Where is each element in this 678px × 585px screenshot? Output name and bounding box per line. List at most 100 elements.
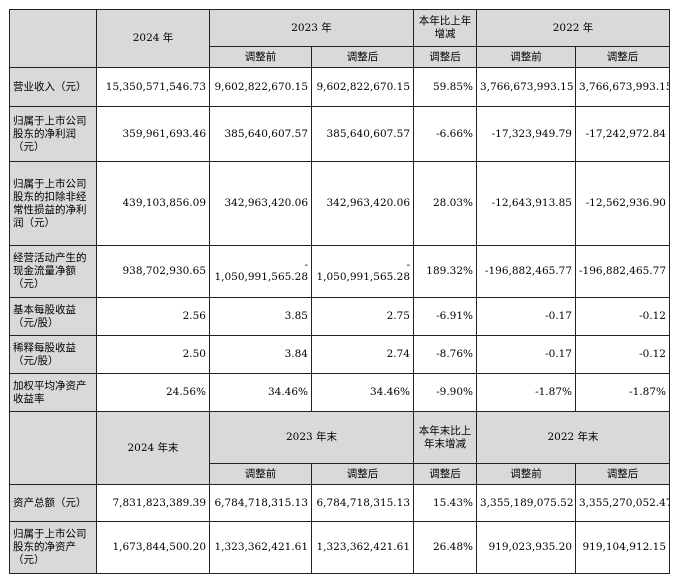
cell-2023-before: 6,784,718,315.13 <box>209 484 312 522</box>
cell-2023-before: 9,602,822,670.15 <box>209 67 312 107</box>
header-2023-after: 调整后 <box>311 463 414 485</box>
cell-2022-after: -1.87% <box>575 373 670 412</box>
row-label: 归属于上市公司股东的扣除非经常性损益的净利润（元） <box>9 161 97 246</box>
cell-2023-before: 3.84 <box>209 335 312 374</box>
cell-2022-before: -0.17 <box>476 335 576 374</box>
header-year-2024-end: 2024 年末 <box>96 411 210 485</box>
cell-change: 26.48% <box>413 521 477 574</box>
row-label: 资产总额（元） <box>9 484 97 522</box>
table-row: 资产总额（元） 7,831,823,389.39 6,784,718,315.1… <box>9 484 670 522</box>
cell-2022-after: -12,562,936.90 <box>575 161 670 246</box>
header-blank-cell <box>9 9 97 68</box>
header-2022-before: 调整前 <box>476 46 576 68</box>
cell-2024: 15,350,571,546.73 <box>96 67 210 107</box>
cell-2023-after: 1,323,362,421.61 <box>311 521 414 574</box>
cell-2022-after: 3,355,270,052.47 <box>575 484 670 522</box>
row-label: 稀释每股收益（元/股） <box>9 335 97 374</box>
cell-2022-before: -196,882,465.77 <box>476 245 576 298</box>
cell-2023-before: 342,963,420.06 <box>209 161 312 246</box>
header-blank-cell <box>9 411 97 485</box>
negative-sign: - <box>304 258 308 271</box>
header-2022-before: 调整前 <box>476 463 576 485</box>
header-2022-after: 调整后 <box>575 46 670 68</box>
table-row: 营业收入（元） 15,350,571,546.73 9,602,822,670.… <box>9 67 670 107</box>
header-change-after: 调整后 <box>413 463 477 485</box>
header-row-years-end: 2024 年末 2023 年末 本年末比上年末增减 2022 年末 <box>9 411 670 485</box>
cell-2024: 439,103,856.09 <box>96 161 210 246</box>
header-change-after: 调整后 <box>413 46 477 68</box>
cell-2023-after: - 1,050,991,565.28 <box>311 245 414 298</box>
cell-2022-after: 3,766,673,993.15 <box>575 67 670 107</box>
header-row-years: 2024 年 2023 年 本年比上年增减 2022 年 <box>9 9 670 68</box>
cell-2022-before: -12,643,913.85 <box>476 161 576 246</box>
header-year-2023-end: 2023 年末 <box>209 411 414 464</box>
header-year-2022: 2022 年 <box>476 9 670 47</box>
cell-2024: 2.56 <box>96 297 210 336</box>
cell-2024: 24.56% <box>96 373 210 412</box>
table-row: 归属于上市公司股东的净资产（元） 1,673,844,500.20 1,323,… <box>9 521 670 574</box>
cell-2022-before: 3,355,189,075.52 <box>476 484 576 522</box>
cell-2022-after: -196,882,465.77 <box>575 245 670 298</box>
table-row: 归属于上市公司股东的扣除非经常性损益的净利润（元） 439,103,856.09… <box>9 161 670 246</box>
cell-change: 28.03% <box>413 161 477 246</box>
cell-2023-before: - 1,050,991,565.28 <box>209 245 312 298</box>
header-2023-before: 调整前 <box>209 463 312 485</box>
cell-2024: 2.50 <box>96 335 210 374</box>
cell-2022-before: 3,766,673,993.15 <box>476 67 576 107</box>
cell-2024: 1,673,844,500.20 <box>96 521 210 574</box>
cell-2022-before: -1.87% <box>476 373 576 412</box>
header-year-2024: 2024 年 <box>96 9 210 68</box>
header-change: 本年比上年增减 <box>413 9 477 47</box>
table-row: 加权平均净资产收益率 24.56% 34.46% 34.46% -9.90% -… <box>9 373 670 412</box>
row-label: 归属于上市公司股东的净利润（元） <box>9 106 97 162</box>
table-row: 归属于上市公司股东的净利润（元） 359,961,693.46 385,640,… <box>9 106 670 162</box>
row-label: 加权平均净资产收益率 <box>9 373 97 412</box>
cell-2022-before: -0.17 <box>476 297 576 336</box>
table-row: 基本每股收益（元/股） 2.56 3.85 2.75 -6.91% -0.17 … <box>9 297 670 336</box>
cell-2023-after: 2.75 <box>311 297 414 336</box>
cell-2023-after: 9,602,822,670.15 <box>311 67 414 107</box>
cell-2023-after: 2.74 <box>311 335 414 374</box>
cell-2023-before: 1,323,362,421.61 <box>209 521 312 574</box>
cell-2022-after: 919,104,912.15 <box>575 521 670 574</box>
cell-2024: 7,831,823,389.39 <box>96 484 210 522</box>
cell-2022-after: -0.12 <box>575 297 670 336</box>
cell-2023-before: 385,640,607.57 <box>209 106 312 162</box>
row-label: 归属于上市公司股东的净资产（元） <box>9 521 97 574</box>
header-row-adjust: 调整前 调整后 调整后 调整前 调整后 <box>10 46 670 68</box>
cell-2022-after: -0.12 <box>575 335 670 374</box>
cell-2022-after: -17,242,972.84 <box>575 106 670 162</box>
table-row: 经营活动产生的现金流量净额（元） 938,702,930.65 - 1,050,… <box>9 245 670 298</box>
cell-change: 189.32% <box>413 245 477 298</box>
cell-change: 59.85% <box>413 67 477 107</box>
cell-2022-before: 919,023,935.20 <box>476 521 576 574</box>
cell-2024: 359,961,693.46 <box>96 106 210 162</box>
cell-2023-after: 34.46% <box>311 373 414 412</box>
cell-change: -6.91% <box>413 297 477 336</box>
cell-change: 15.43% <box>413 484 477 522</box>
cell-2024: 938,702,930.65 <box>96 245 210 298</box>
cell-value: 1,050,991,565.28 <box>316 270 410 283</box>
table-row: 稀释每股收益（元/股） 2.50 3.84 2.74 -8.76% -0.17 … <box>9 335 670 374</box>
header-year-2022-end: 2022 年末 <box>476 411 670 464</box>
header-2023-after: 调整后 <box>311 46 414 68</box>
row-label: 经营活动产生的现金流量净额（元） <box>9 245 97 298</box>
cell-2023-after: 6,784,718,315.13 <box>311 484 414 522</box>
cell-change: -9.90% <box>413 373 477 412</box>
cell-2023-after: 342,963,420.06 <box>311 161 414 246</box>
cell-2023-before: 3.85 <box>209 297 312 336</box>
row-label: 基本每股收益（元/股） <box>9 297 97 336</box>
header-year-2023: 2023 年 <box>209 9 414 47</box>
cell-2022-before: -17,323,949.79 <box>476 106 576 162</box>
header-2023-before: 调整前 <box>209 46 312 68</box>
cell-change: -6.66% <box>413 106 477 162</box>
header-change-end: 本年末比上年末增减 <box>413 411 477 464</box>
financial-summary-table: 2024 年 2023 年 本年比上年增减 2022 年 调整前 调整后 调整后… <box>9 9 670 574</box>
header-2022-after: 调整后 <box>575 463 670 485</box>
cell-2023-before: 34.46% <box>209 373 312 412</box>
negative-sign: - <box>406 258 410 271</box>
row-label: 营业收入（元） <box>9 67 97 107</box>
cell-change: -8.76% <box>413 335 477 374</box>
cell-value: 1,050,991,565.28 <box>214 270 308 283</box>
cell-2023-after: 385,640,607.57 <box>311 106 414 162</box>
